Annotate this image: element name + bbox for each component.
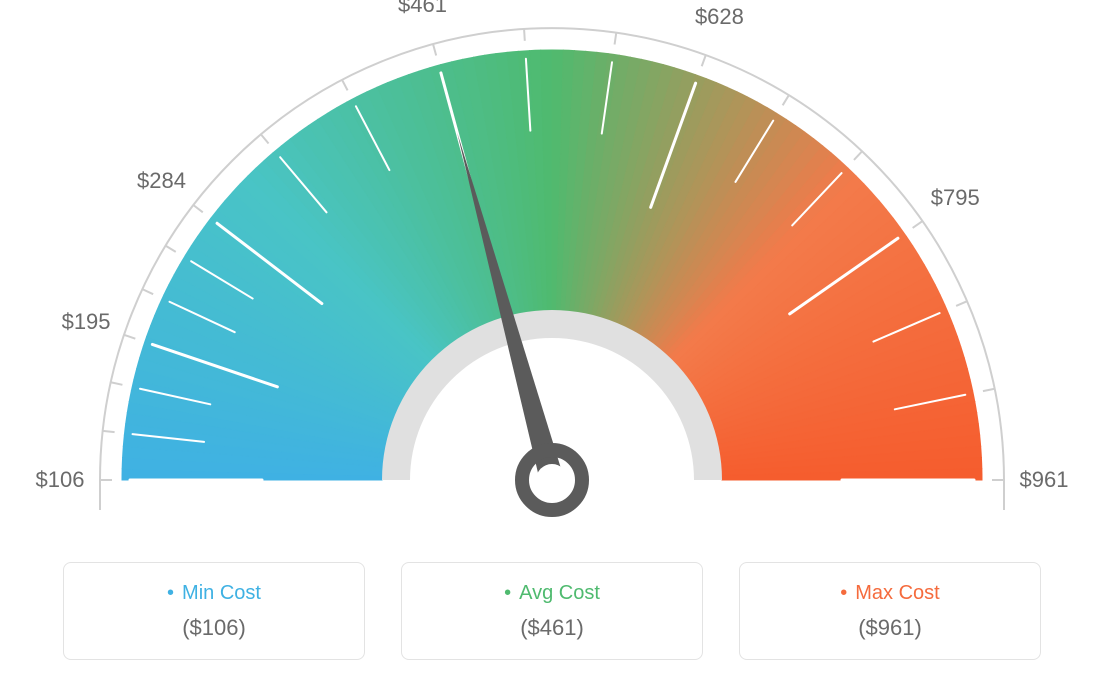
legend-value-avg: ($461) <box>520 615 584 641</box>
legend-label-text: Min Cost <box>182 582 261 605</box>
gauge-tick-label: $106 <box>36 467 85 493</box>
gauge-tick-label: $628 <box>695 4 744 30</box>
gauge-area: $106 $195 $284 $461 $628 $795 $961 <box>0 0 1104 560</box>
legend-value-min: ($106) <box>182 615 246 641</box>
legend-label-text: Avg Cost <box>519 582 600 605</box>
legend-label-text: Max Cost <box>855 582 939 605</box>
gauge-tick-label: $284 <box>137 168 186 194</box>
legend-label-avg: • Avg Cost <box>504 582 600 605</box>
gauge-tick-label: $961 <box>1020 467 1069 493</box>
legend-label-min: • Min Cost <box>167 582 261 605</box>
dot-icon: • <box>504 583 511 603</box>
gauge-tick-label: $195 <box>62 309 111 335</box>
legend-box-avg: • Avg Cost ($461) <box>401 562 703 660</box>
legend-label-max: • Max Cost <box>840 582 939 605</box>
legend-value-max: ($961) <box>858 615 922 641</box>
legend-box-min: • Min Cost ($106) <box>63 562 365 660</box>
dot-icon: • <box>840 583 847 603</box>
cost-gauge-infographic: $106 $195 $284 $461 $628 $795 $961 • Min Cost … <box>0 0 1104 690</box>
legend-row: • Min Cost ($106) • Avg Cost ($461) • Ma… <box>0 562 1104 660</box>
dot-icon: • <box>167 583 174 603</box>
gauge-svg <box>0 0 1104 560</box>
legend-box-max: • Max Cost ($961) <box>739 562 1041 660</box>
gauge-tick-label: $461 <box>398 0 447 18</box>
gauge-tick-label: $795 <box>931 185 980 211</box>
